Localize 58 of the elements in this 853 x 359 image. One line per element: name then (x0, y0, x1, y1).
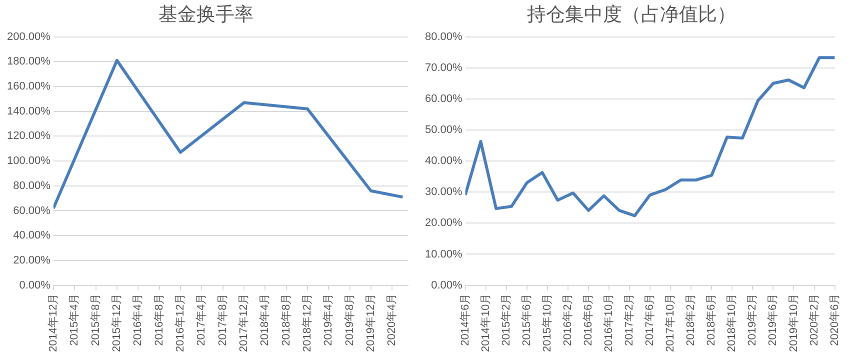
y-tick-label: 50.00% (424, 124, 463, 136)
y-tick-label: 200.00% (6, 30, 51, 43)
x-tick-label: 2015年6月 (520, 293, 533, 346)
x-tick-label: 2018年2月 (685, 293, 698, 346)
x-tick-label: 2018年12月 (301, 293, 314, 352)
x-tick-label: 2020年2月 (808, 293, 820, 346)
y-tick-label: 30.00% (424, 186, 463, 198)
x-tick-label: 2018年6月 (706, 293, 718, 346)
x-tick-label: 2019年2月 (746, 293, 759, 346)
x-tick-label: 2017年12月 (238, 293, 250, 352)
x-tick-label: 2019年8月 (344, 293, 356, 346)
y-tick-label: 10.00% (424, 248, 463, 260)
x-tick-label: 2015年2月 (500, 293, 512, 346)
x-tick-label: 2018年10月 (726, 293, 738, 352)
y-tick-label: 40.00% (424, 155, 463, 168)
x-tick-label: 2019年6月 (767, 293, 780, 346)
x-tick-label: 2020年6月 (828, 293, 841, 346)
x-tick-label: 2020年4月 (386, 293, 398, 346)
x-tick-label: 2016年8月 (153, 293, 166, 346)
y-tick-label: 80.00% (13, 180, 51, 192)
x-tick-label: 2017年2月 (624, 293, 636, 346)
y-tick-label: 80.00% (424, 30, 463, 43)
x-tick-label: 2016年6月 (582, 293, 595, 346)
y-tick-label: 140.00% (6, 105, 51, 118)
x-tick-label: 2015年12月 (110, 293, 123, 352)
y-tick-label: 20.00% (13, 254, 51, 266)
x-tick-label: 2015年8月 (90, 293, 102, 346)
y-tick-label: 60.00% (424, 92, 463, 105)
x-tick-label: 2014年10月 (480, 293, 492, 352)
y-tick-label: 20.00% (424, 217, 463, 230)
x-tick-label: 2017年6月 (644, 293, 656, 346)
x-tick-label: 2016年10月 (603, 293, 616, 352)
chart-title: 持仓集中度（占净值比） (527, 4, 736, 26)
x-tick-label: 2015年4月 (68, 293, 81, 346)
x-tick-label: 2016年12月 (174, 293, 186, 352)
x-tick-label: 2018年4月 (259, 293, 272, 346)
y-tick-label: 180.00% (6, 56, 51, 68)
x-tick-label: 2014年6月 (459, 293, 472, 346)
y-tick-label: 40.00% (13, 230, 51, 242)
x-tick-label: 2018年8月 (280, 293, 292, 346)
x-tick-label: 2016年4月 (132, 293, 144, 346)
x-tick-label: 2015年10月 (541, 293, 554, 352)
x-tick-label: 2014年12月 (47, 293, 60, 352)
y-tick-label: 120.00% (6, 130, 51, 142)
x-tick-label: 2019年12月 (364, 293, 377, 352)
y-tick-label: 70.00% (424, 62, 463, 74)
x-tick-label: 2019年4月 (322, 293, 335, 346)
y-tick-label: 160.00% (6, 80, 51, 93)
x-tick-label: 2017年8月 (216, 293, 229, 346)
x-tick-label: 2017年10月 (664, 293, 677, 352)
y-tick-label: 0.00% (431, 279, 463, 292)
chart-title: 基金换手率 (158, 4, 254, 26)
y-tick-label: 100.00% (6, 155, 51, 168)
x-tick-label: 2016年2月 (562, 293, 574, 346)
x-tick-label: 2019年10月 (788, 293, 800, 352)
x-tick-label: 2017年4月 (196, 293, 208, 346)
y-tick-label: 0.00% (19, 279, 51, 292)
y-tick-label: 60.00% (13, 204, 51, 217)
